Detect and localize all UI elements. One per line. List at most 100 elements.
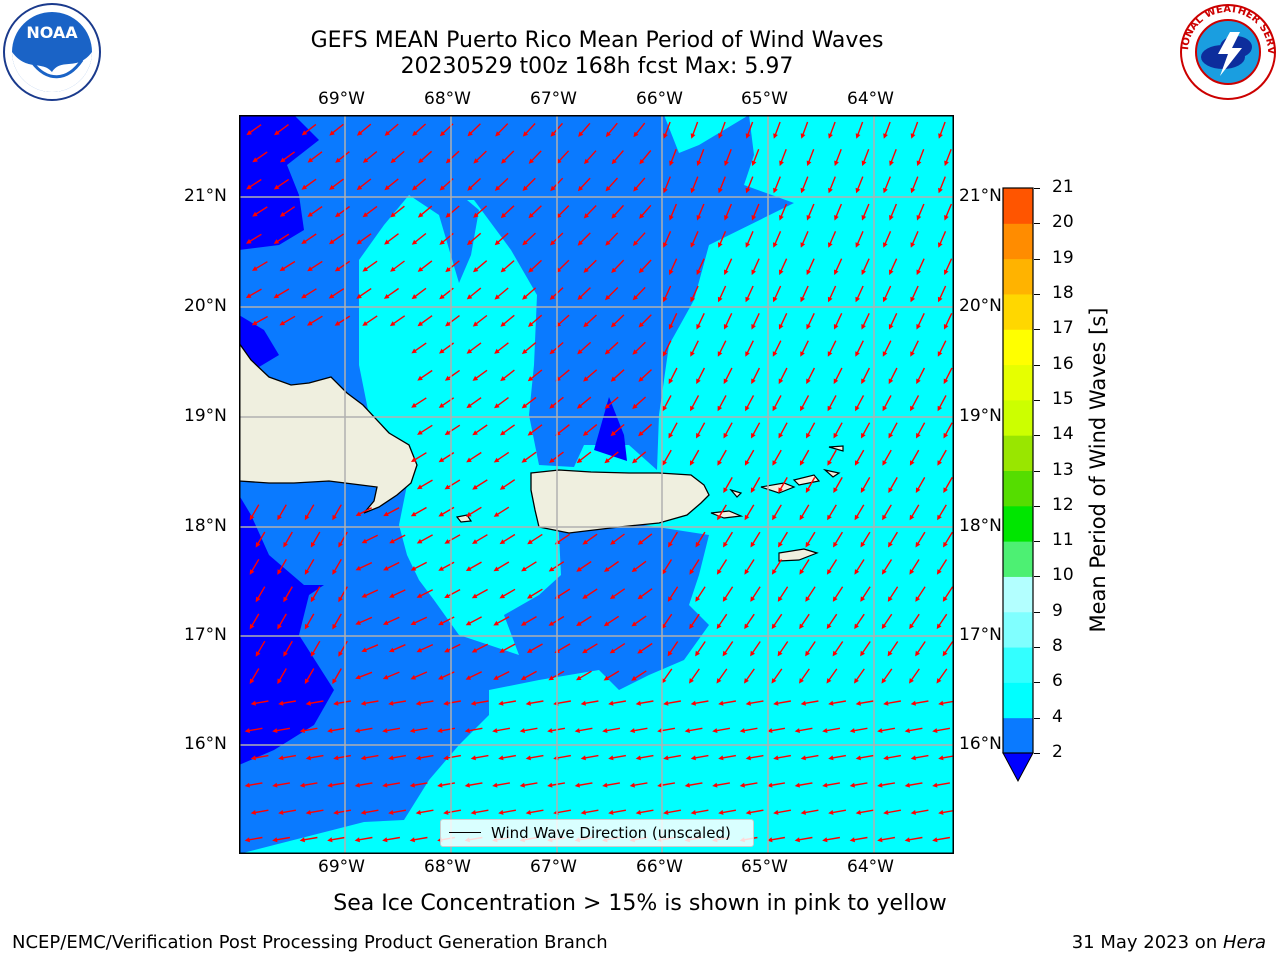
wave-direction-arrow [583,700,599,705]
wave-direction-arrow [445,700,462,705]
wave-direction-arrowhead [883,810,889,815]
wave-direction-arrow [691,285,699,300]
wave-direction-arrowhead [244,837,250,843]
wave-direction-arrowhead [250,755,256,761]
wave-direction-arrowhead [637,539,644,545]
colorbar-tick-mark [1034,753,1040,754]
wave-direction-arrowhead [549,349,555,355]
wave-direction-arrow [413,342,427,353]
wave-direction-arrow [254,151,268,162]
wave-direction-arrowhead [334,320,341,326]
wave-direction-arrow [529,588,543,598]
wave-direction-arrow [419,150,433,162]
lat-label-right: 19°N [959,406,1002,426]
colorbar-bin [1003,541,1033,577]
wave-direction-arrow [494,727,511,732]
wave-direction-arrow [309,315,323,325]
wave-direction-arrow [879,727,896,732]
wave-direction-arrowhead [779,160,784,167]
wave-direction-arrowhead [635,755,641,761]
wave-direction-arrowhead [723,324,729,330]
wave-direction-arrowhead [249,514,255,521]
colorbar-bin [1003,258,1033,295]
wave-direction-arrowhead [467,131,473,137]
wave-direction-arrow [943,586,954,600]
colorbar-tick-label: 15 [1052,388,1074,409]
wave-direction-arrowhead [335,212,341,218]
colorbar-bin [1003,364,1033,401]
wave-direction-arrow [578,451,592,462]
wave-direction-arrow [412,671,428,679]
wave-direction-arrow [889,477,898,491]
wave-direction-arrowhead [882,296,888,303]
wave-direction-arrow [604,782,621,787]
wave-direction-arrow [889,367,898,382]
wave-direction-arrowhead [633,186,639,192]
legend-label: Wind Wave Direction (unscaled) [491,824,731,842]
wave-direction-arrowhead [828,187,833,194]
wave-direction-arrowhead [629,728,635,733]
wave-direction-arrowhead [638,431,644,437]
colorbar-tick-mark [1034,435,1040,437]
wave-direction-arrowhead [603,675,610,681]
wave-direction-arrow [861,477,871,491]
wave-direction-arrowhead [465,566,472,571]
wave-direction-arrowhead [855,133,861,139]
wave-direction-arrow [523,451,537,462]
wave-direction-arrow [524,232,536,244]
wave-direction-arrowhead [611,158,617,165]
wave-direction-arrow [440,616,455,625]
wave-direction-arrowhead [717,351,723,357]
wave-direction-arrowhead [724,269,729,276]
wave-direction-arrow [419,315,433,326]
wave-direction-arrow [745,613,755,627]
wave-direction-arrowhead [744,514,750,521]
wave-direction-arrow [336,260,351,271]
wave-direction-arrow [385,616,400,625]
wave-direction-arrow [412,782,428,787]
wave-direction-arrow [583,809,599,814]
wave-direction-arrowhead [639,159,645,165]
wave-direction-arrow [445,809,462,814]
wave-direction-arrowhead [696,160,702,167]
wave-direction-arrow [662,613,673,627]
wave-direction-arrow [724,531,733,546]
wave-direction-arrow [529,643,543,653]
wave-direction-arrow [522,727,538,732]
wave-direction-arrow [557,369,570,381]
wave-direction-arrow [855,613,865,627]
wave-direction-arrow [418,700,434,705]
wave-direction-arrow [806,531,816,546]
wave-direction-arrowhead [889,160,894,167]
wave-direction-arrow [333,558,342,573]
wave-direction-arrowhead [437,728,443,733]
wave-direction-arrowhead [307,157,314,163]
wave-direction-arrow [803,754,819,759]
wave-direction-arrow [834,367,843,382]
wave-direction-arrow [311,586,321,600]
wave-direction-arrowhead [610,322,617,328]
wave-direction-arrowhead [410,566,417,571]
colorbar-tick-label: 19 [1052,247,1074,268]
wave-direction-arrow [693,700,709,705]
colorbar-tick-label: 9 [1052,600,1063,621]
wave-direction-arrow [247,727,263,732]
wave-direction-arrowhead [805,487,811,493]
wave-direction-arrowhead [362,266,368,272]
wave-direction-arrowhead [888,487,893,493]
wave-direction-arrow [248,124,262,134]
wave-direction-arrow [691,340,699,355]
wave-direction-arrow [828,285,837,300]
wave-direction-arrowhead [696,215,702,221]
wave-direction-arrow [752,149,760,164]
wave-direction-arrowhead [724,215,729,221]
wave-direction-arrowhead [883,133,888,139]
wave-direction-arrowhead [283,596,288,603]
wave-direction-arrow [889,258,898,273]
wave-direction-arrowhead [334,266,341,272]
wave-direction-arrowhead [255,596,261,603]
wave-direction-arrowhead [361,593,367,598]
wave-direction-arrowhead [550,185,556,192]
colorbar-bin [1003,293,1033,330]
wave-direction-arrowhead [916,215,922,221]
